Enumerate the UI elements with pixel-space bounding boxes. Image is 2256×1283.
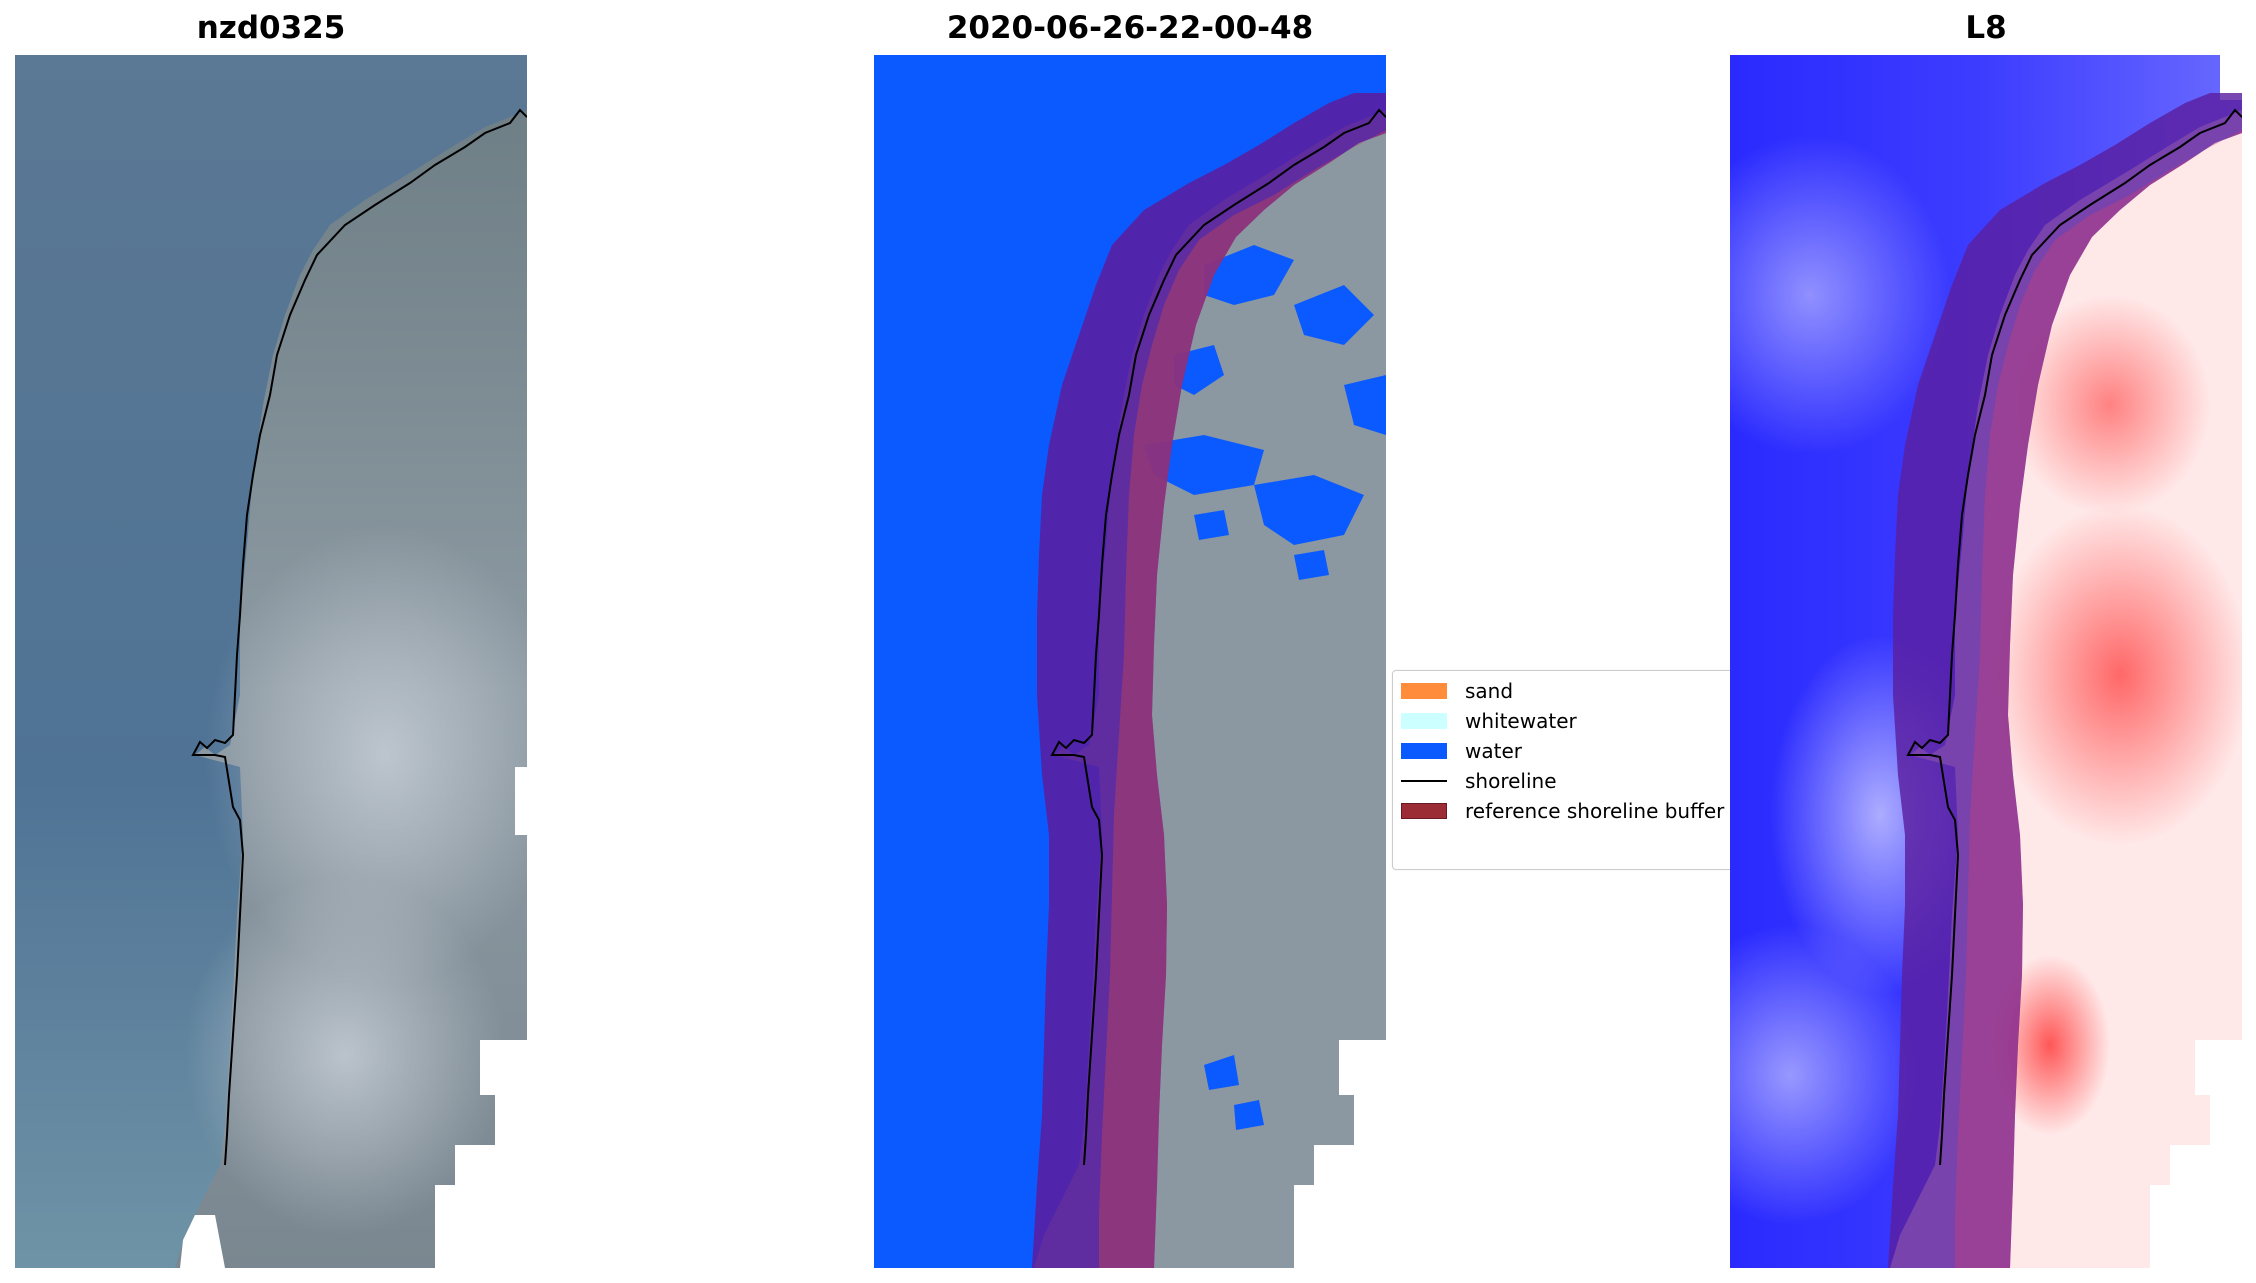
shoreline [1050, 108, 1386, 1166]
legend-item-water: water [1401, 739, 1522, 763]
rgb-image [15, 55, 527, 1268]
sand-swatch [1401, 683, 1447, 699]
panel-title-l8: L8 [1965, 10, 2007, 46]
legend-item-whitewater: whitewater [1401, 709, 1577, 733]
l8-index-image [1730, 55, 2242, 1268]
l8-index-panel [1730, 55, 2242, 1268]
whitewater-swatch [1401, 713, 1447, 729]
buffer-land-overlap [1955, 130, 2242, 1268]
panel-title-rgb: nzd0325 [196, 10, 346, 46]
pale-water-region [1730, 135, 1950, 455]
high-index-region [2010, 295, 2210, 515]
nodata-mask [2150, 55, 2242, 1268]
panel-title-classification: 2020-06-26-22-00-48 [946, 10, 1314, 46]
classification-image [874, 55, 1386, 1268]
legend-label: water [1465, 739, 1522, 763]
shoreline-swatch [1401, 780, 1447, 782]
buffer-swatch [1401, 803, 1447, 819]
rgb-image-panel [15, 55, 527, 1268]
legend-item-sand: sand [1401, 679, 1513, 703]
nodata-mask [1294, 1040, 1386, 1268]
legend-label: shoreline [1465, 769, 1557, 793]
shoreline [1906, 108, 2242, 1166]
inland-water-patches [1144, 245, 1386, 1130]
water-swatch [1401, 743, 1447, 759]
cloud-haze-2 [185, 875, 505, 1235]
legend-label: whitewater [1465, 709, 1577, 733]
classification-panel [874, 55, 1386, 1268]
nodata-mask [180, 767, 527, 1268]
legend-item-shoreline: shoreline [1401, 769, 1557, 793]
buffer-land-overlap [1099, 130, 1386, 1268]
legend-label: reference shoreline buffer [1465, 799, 1725, 823]
cloud-haze [205, 525, 527, 985]
pale-water-region [1730, 925, 1920, 1225]
legend: sand whitewater water shoreline referenc… [1392, 670, 1736, 870]
shoreline [191, 108, 527, 1166]
legend-label: sand [1465, 679, 1514, 703]
reference-shoreline-buffer [1888, 93, 2242, 1268]
legend-item-buffer: reference shoreline buffer [1401, 799, 1724, 823]
high-index-region [1990, 505, 2242, 845]
